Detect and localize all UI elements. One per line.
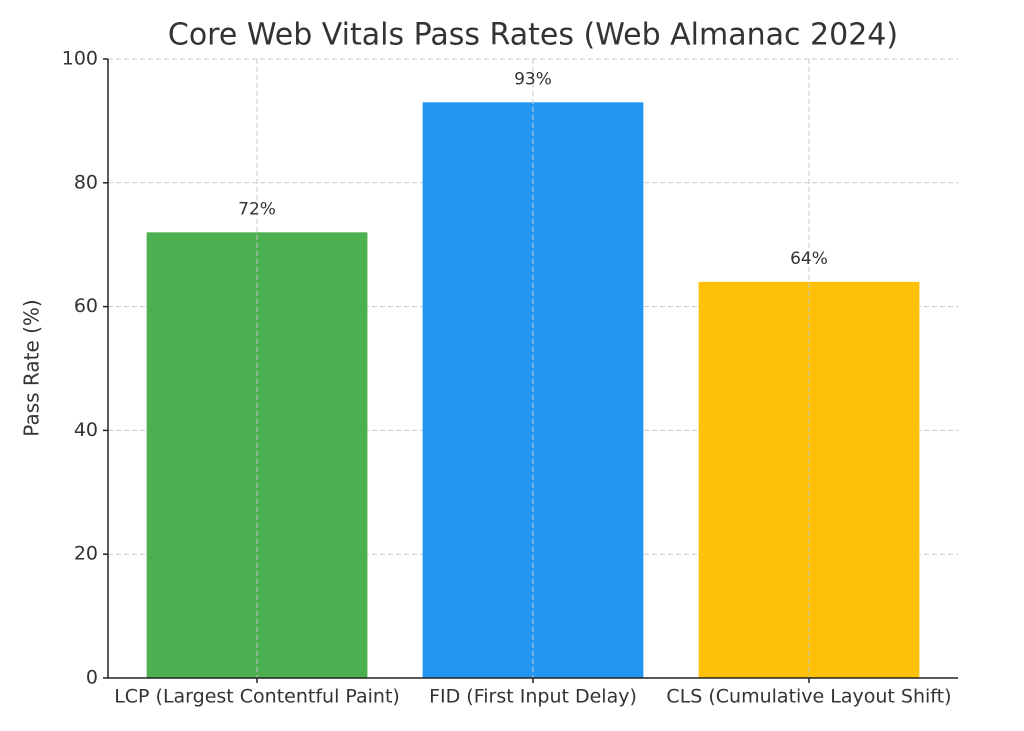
chart-title: Core Web Vitals Pass Rates (Web Almanac …: [168, 18, 898, 53]
x-tick-label: LCP (Largest Contentful Paint): [114, 686, 400, 708]
value-label: 72%: [238, 199, 276, 219]
y-tick-label: 20: [74, 543, 98, 565]
x-tick-label: CLS (Cumulative Layout Shift): [666, 686, 951, 708]
y-tick-label: 60: [74, 295, 98, 317]
x-tick-label: FID (First Input Delay): [429, 686, 637, 708]
y-axis-label: Pass Rate (%): [20, 299, 44, 436]
y-tick-label: 80: [74, 171, 98, 193]
value-label: 64%: [790, 249, 828, 269]
y-tick-label: 40: [74, 419, 98, 441]
value-label: 93%: [514, 69, 552, 89]
y-tick-label: 0: [86, 667, 98, 689]
y-tick-label: 100: [62, 48, 98, 70]
